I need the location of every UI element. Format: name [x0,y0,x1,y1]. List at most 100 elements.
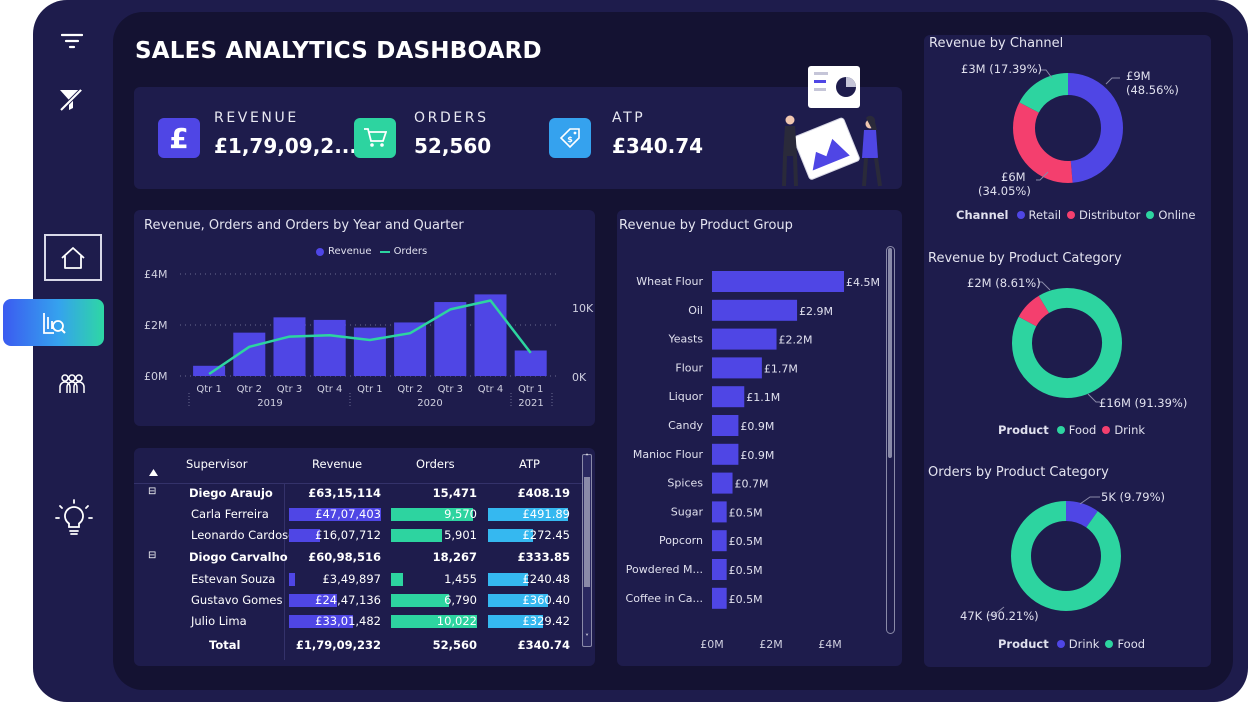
orders-bar [391,573,404,586]
home-button[interactable] [44,234,102,281]
table-header-supervisor[interactable]: Supervisor [186,457,248,471]
product-orders-legend: Product Drink Food [998,637,1145,651]
donut-slice[interactable] [1013,73,1123,183]
year-label: 2019 [257,398,282,409]
combo-chart-legend: Revenue Orders [316,246,427,257]
table-row[interactable]: Leonardo Cardoso £16,07,712 5,901 £272.45 [134,528,582,546]
product-bar[interactable] [712,271,844,292]
revenue-bar[interactable] [273,317,306,376]
orders-bar [391,615,478,628]
channel-donut [1013,73,1123,183]
legend-label: Online [1158,208,1196,222]
legend-revenue-label: Revenue [328,246,372,257]
tag-icon: $ [549,118,591,158]
quarter-label: Qtr 1 [518,384,543,395]
kpi-orders-label: ORDERS [414,110,489,126]
product-value-label: £4.5M [846,276,880,289]
sort-ascending-icon[interactable] [149,469,158,476]
product-bar[interactable] [712,415,739,436]
atp-value: £240.48 [522,572,570,586]
collapse-icon[interactable]: ⊟ [148,486,157,497]
table-row[interactable]: Gustavo Gomes £24,47,136 6,790 £360.40 [134,593,582,611]
atp-bar [488,508,569,521]
revenue-bar[interactable] [434,302,467,376]
table-scrollbar-thumb[interactable] [584,477,590,587]
table-row[interactable]: Julio Lima £33,01,482 10,022 £329.42 [134,614,582,632]
product-bar[interactable] [712,386,745,408]
quarter-label: Qtr 4 [478,384,503,395]
table-header-atp[interactable]: ATP [519,457,540,471]
table-header-revenue[interactable]: Revenue [312,457,363,471]
product-bar[interactable] [712,443,739,465]
kpi-orders-value: 52,560 [414,134,492,158]
combo-chart-title: Revenue, Orders and Orders by Year and Q… [144,218,464,233]
revenue-value: £3,49,897 [322,572,381,586]
product-bar[interactable] [712,328,777,350]
product-value-label: £0.5M [729,593,763,606]
clear-filter-icon[interactable] [56,86,86,114]
table-total-row[interactable]: Total £1,79,09,232 52,560 £340.74 [134,638,582,656]
table-row[interactable]: Estevan Souza £3,49,897 1,455 £240.48 [134,572,582,590]
atp-value: £360.40 [522,593,570,607]
orders-value: 9,570 [444,507,477,521]
revenue-bar [289,615,354,628]
supervisor-name: Carla Ferreira [191,507,269,521]
product-bar[interactable] [712,299,798,321]
revenue-bar[interactable] [394,322,427,376]
quarter-label: Qtr 1 [357,384,382,395]
scroll-up-icon[interactable]: ˄ [585,453,589,462]
product-bar[interactable] [712,501,727,523]
revenue-value: £60,98,516 [308,550,381,564]
donut-slice[interactable] [1013,73,1123,183]
quarter-label: Qtr 2 [397,384,422,395]
filter-icon[interactable] [58,28,86,54]
home-icon [61,246,85,269]
header-divider [134,483,582,484]
bulb-icon[interactable] [54,498,94,538]
product-bar[interactable] [712,559,727,580]
kpi-revenue-label: REVENUE [214,110,299,126]
donut-slice[interactable] [1011,501,1121,611]
table-row[interactable]: Carla Ferreira £47,07,403 9,570 £491.89 [134,507,582,525]
y-left-tick: £0M [144,370,168,383]
product-orders-donut-title: Orders by Product Category [928,465,1109,480]
pound-icon: £ [158,118,200,158]
legend-orders-line [379,250,390,253]
supervisor-table-panel [134,448,595,666]
product-bar[interactable] [712,472,733,494]
orders-value: 52,560 [432,638,477,652]
legend-dot [1056,640,1065,648]
cart-icon [354,118,396,158]
revenue-value: £24,47,136 [315,593,381,607]
product-bar[interactable] [712,357,762,379]
product-revenue-donut [1011,287,1123,399]
scrollbar-thumb[interactable] [888,248,892,458]
product-label: Oil [688,304,703,317]
product-bar[interactable] [712,587,727,609]
table-scrollbar[interactable]: ˄ ˅ [582,453,592,647]
revenue-bar[interactable] [313,319,346,376]
scroll-down-icon[interactable]: ˅ [585,633,589,642]
atp-value: £329.42 [522,614,570,628]
collapse-icon[interactable]: ⊟ [148,550,157,561]
table-group-row[interactable]: ⊟ Diego Araujo £63,15,114 15,471 £408.19 [134,486,582,504]
supervisor-name: Estevan Souza [191,572,276,586]
product-bar[interactable] [712,530,727,552]
product-group-scrollbar[interactable] [886,246,895,634]
quarter-label: Qtr 3 [438,384,463,395]
orders-value: 10,022 [436,614,477,628]
right-panel [924,35,1211,667]
donut-slice[interactable] [1011,287,1123,399]
revenue-bar[interactable] [474,294,507,376]
table-group-row[interactable]: ⊟ Diogo Carvalho £60,98,516 18,267 £333.85 [134,550,582,568]
revenue-bar[interactable] [353,327,386,376]
table-header-orders[interactable]: Orders [416,457,455,471]
revenue-bar[interactable] [514,350,547,377]
supervisor-table: Supervisor Revenue Orders ATP ⊟ Diego Ara… [134,448,582,666]
revenue-bar[interactable] [193,365,226,376]
analytics-button[interactable] [3,299,104,346]
channel-label-retail-2: (48.56%) [1126,83,1179,97]
team-icon[interactable] [56,370,88,398]
kpi-atp-value: £340.74 [612,134,704,158]
atp-value: £491.89 [522,507,570,521]
